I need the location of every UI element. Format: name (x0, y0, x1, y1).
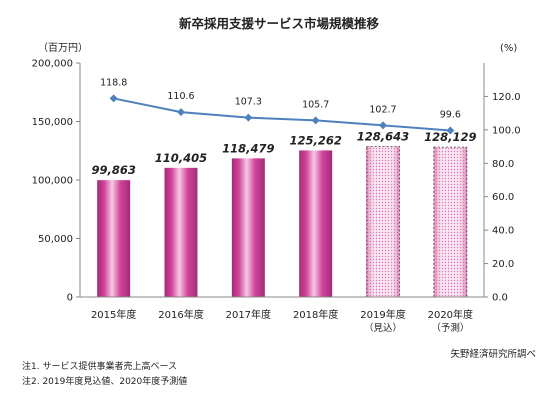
line-series: 118.8 110.6 107.3 105.7 102.7 99.6 (100, 77, 461, 135)
x-tick-label: （予測） (431, 322, 469, 334)
line-path (113, 97, 451, 132)
x-tick-label: 2017年度 (226, 308, 271, 321)
right-axis-unit: (%) (500, 43, 517, 54)
line-value-label: 118.8 (100, 77, 127, 88)
bar-value-label: 118,479 (222, 141, 274, 155)
bar (97, 180, 131, 297)
line-marker (109, 94, 118, 103)
right-tick-label: 20.0 (492, 259, 514, 270)
line-marker (311, 116, 320, 125)
bar-value-label: 128,643 (357, 129, 409, 143)
right-tick-label: 100.0 (492, 125, 521, 136)
right-axis: 0.0 20.0 40.0 60.0 80.0 100.0 120.0 (484, 92, 521, 304)
line-marker (177, 108, 185, 117)
bar-shading (366, 146, 400, 297)
x-axis-labels: 2015年度 2016年度 2017年度 2018年度 2019年度（見込） 2020年度… (91, 308, 473, 334)
line-marker (446, 126, 455, 135)
right-tick-label: 80.0 (492, 159, 514, 170)
right-tick-label: 120.0 (492, 92, 521, 103)
line-value-label: 107.3 (235, 97, 262, 108)
x-tick-label: （見込） (364, 322, 402, 334)
bar (231, 158, 265, 297)
line-value-label: 110.6 (167, 91, 194, 102)
bar-value-label: 125,262 (289, 133, 341, 147)
left-tick-label: 100,000 (32, 176, 73, 187)
bar-value-label: 99,863 (91, 163, 135, 177)
line-marker (379, 121, 387, 130)
left-tick-label: 200,000 (32, 59, 73, 70)
line-value-label: 99.6 (440, 110, 461, 121)
right-tick-label: 0.0 (492, 293, 508, 304)
bar-value-label: 110,405 (155, 151, 207, 165)
source-label: 矢野経済研究所調べ (450, 348, 536, 360)
bar-series: 99,863 110,405 118,479 125,262 128,643 128,12… (91, 129, 477, 298)
x-tick-label: 2018年度 (293, 308, 338, 321)
left-tick-label: 0 (67, 293, 73, 304)
line-value-label: 105.7 (302, 99, 329, 110)
x-tick-label: 2015年度 (91, 308, 136, 321)
axis-lines (79, 63, 485, 298)
left-tick-label: 50,000 (38, 234, 73, 245)
x-tick-label: 2016年度 (158, 308, 203, 321)
bar (299, 150, 333, 297)
note-2: 注2. 2019年度見込値、2020年度予測値 (22, 375, 187, 387)
bar-value-label: 128,129 (424, 130, 476, 144)
note-1: 注1. サービス提供事業者売上高ベース (22, 360, 177, 372)
line-value-label: 102.7 (369, 104, 396, 115)
bar (164, 167, 198, 297)
line-marker (244, 113, 253, 122)
left-tick-label: 150,000 (32, 117, 73, 128)
left-axis: 0 50,000 100,000 150,000 200,000 (32, 59, 80, 304)
right-tick-label: 60.0 (492, 192, 514, 203)
chart-title: 新卒採用支援サービス市場規模推移 (179, 16, 380, 31)
bar-shading (433, 147, 467, 297)
x-tick-label: 2020年度 (428, 308, 473, 321)
right-tick-label: 40.0 (492, 226, 514, 237)
x-tick-label: 2019年度 (360, 308, 405, 321)
left-axis-unit: （百万円） (38, 42, 88, 54)
